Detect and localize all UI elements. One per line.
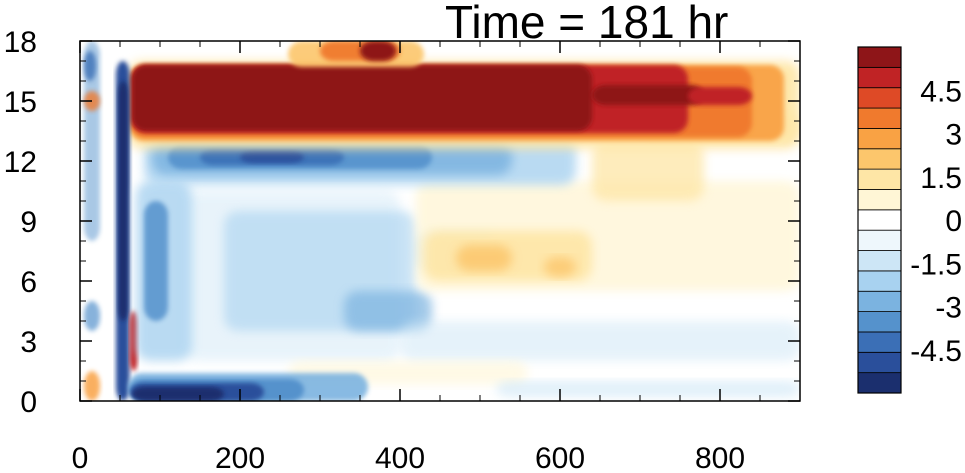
colorbar-swatch (857, 148, 902, 170)
colorbar-swatch (857, 311, 902, 333)
colorbar-swatch (857, 270, 902, 292)
colorbar-swatch (857, 128, 902, 150)
y-tick-label: 18 (4, 26, 37, 59)
colorbar-swatch (857, 168, 902, 190)
colorbar-frame (857, 46, 902, 394)
colorbar-label: 3 (945, 119, 962, 152)
colorbar-swatch (857, 250, 902, 272)
axis-ticks: 0 200 400 600 800 0 3 6 9 12 15 18 (4, 26, 801, 473)
y-tick-label: 3 (20, 326, 37, 359)
x-tick-label: 200 (215, 442, 265, 473)
colorbar: 4.5 3 1.5 0 -1.5 -3 -4.5 (857, 46, 962, 394)
colorbar-swatch (857, 331, 902, 353)
x-tick-label: 600 (535, 442, 585, 473)
colorbar-swatch (857, 87, 902, 109)
x-tick-label: 0 (72, 442, 89, 473)
colorbar-label: -3 (935, 292, 962, 325)
x-tick-label: 400 (375, 442, 425, 473)
y-tick-label: 12 (4, 146, 37, 179)
colorbar-swatch (857, 66, 902, 89)
heatmap-field (84, 41, 800, 401)
colorbar-swatch (857, 107, 902, 129)
colorbar-label: -1.5 (910, 248, 962, 281)
colorbar-swatch (857, 229, 902, 251)
colorbar-swatch (857, 189, 902, 211)
colorbar-swatch (857, 351, 902, 374)
chart-title: Time = 181 hr (445, 0, 728, 48)
colorbar-swatch (857, 209, 902, 231)
x-tick-label: 800 (695, 442, 745, 473)
colorbar-swatch (857, 290, 902, 312)
y-tick-label: 0 (20, 386, 37, 419)
colorbar-label: 4.5 (920, 75, 962, 108)
colorbar-swatch (857, 372, 902, 394)
colorbar-label: -4.5 (910, 335, 962, 368)
y-tick-label: 6 (20, 266, 37, 299)
colorbar-label: 1.5 (920, 162, 962, 195)
colorbar-label: 0 (945, 205, 962, 238)
y-tick-label: 15 (4, 86, 37, 119)
colorbar-swatch (857, 46, 902, 68)
y-tick-label: 9 (20, 206, 37, 239)
